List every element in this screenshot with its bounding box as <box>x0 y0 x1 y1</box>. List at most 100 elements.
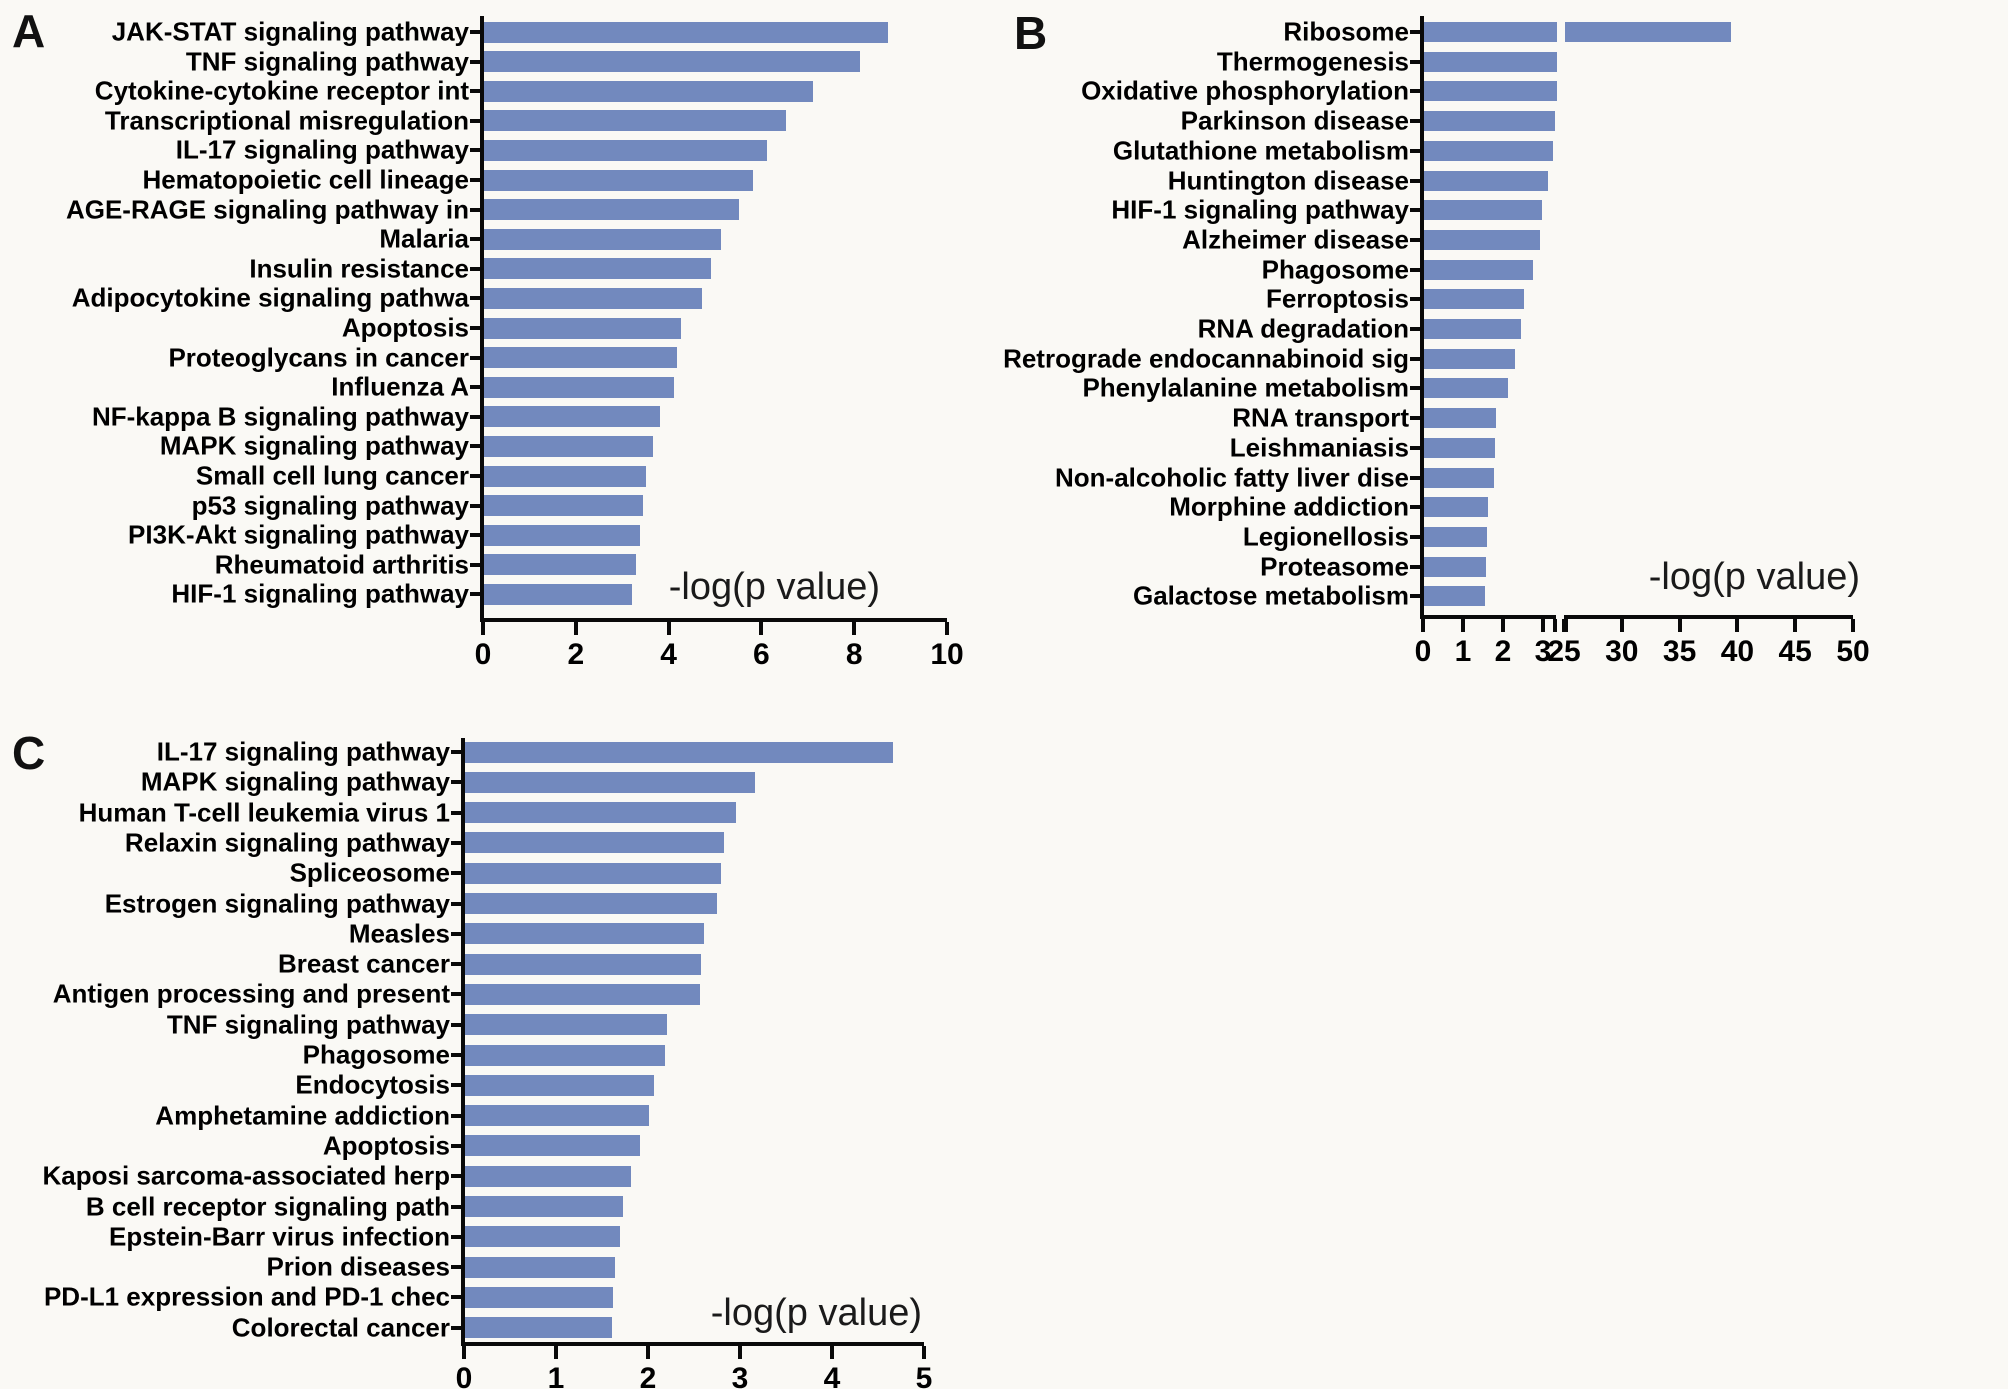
x-axis-tick-label: 2 <box>1494 635 1512 668</box>
y-axis-row-tick <box>1410 297 1421 302</box>
y-axis-row-tick <box>451 931 462 936</box>
x-axis-tick <box>462 1346 466 1359</box>
bar <box>484 80 814 102</box>
y-axis-row-tick <box>451 1234 462 1239</box>
category-label: Legionellosis <box>1242 521 1409 552</box>
x-axis-tick-label: 3 <box>731 1362 749 1389</box>
x-axis-tick <box>738 1346 742 1359</box>
bar <box>1424 22 1557 42</box>
category-label: RNA degradation <box>1197 313 1409 344</box>
category-label: Apoptosis <box>322 1130 450 1161</box>
category-label: IL-17 signaling pathway <box>156 736 450 767</box>
category-label: Galactose metabolism <box>1133 580 1409 611</box>
category-label: Huntington disease <box>1167 165 1409 195</box>
x-axis-tick-label: 2 <box>567 638 585 671</box>
bar <box>465 802 737 824</box>
y-axis-row-tick <box>451 1053 462 1057</box>
bar <box>484 347 677 369</box>
panel-a-xaxis-title: -log(p value) <box>668 566 880 608</box>
bar <box>465 1165 631 1187</box>
category-label: Cytokine-cytokine receptor int <box>94 75 469 106</box>
bar <box>1424 378 1508 399</box>
y-axis-row-tick <box>451 1174 462 1179</box>
bar <box>465 1196 624 1217</box>
category-label: Relaxin signaling pathway <box>124 827 450 858</box>
y-axis-row-tick <box>451 962 462 967</box>
bar <box>1424 497 1488 518</box>
category-label: Glutathione metabolism <box>1112 135 1409 166</box>
y-axis-row-tick <box>451 840 462 845</box>
category-label: Insulin resistance <box>249 253 469 284</box>
category-label: Ribosome <box>1283 16 1409 47</box>
x-axis-tick <box>1851 619 1855 632</box>
bar <box>465 923 705 945</box>
x-axis-segment-start-tick <box>1564 619 1568 632</box>
y-axis-row-tick <box>1410 564 1421 569</box>
y-axis-row-tick <box>451 1083 462 1088</box>
bar <box>1424 467 1495 488</box>
x-axis-line <box>1423 615 1556 619</box>
y-axis-row-tick <box>470 326 481 330</box>
category-label: Oxidative phosphorylation <box>1081 75 1409 106</box>
bar <box>1424 526 1487 547</box>
y-axis-row-tick <box>470 266 481 271</box>
bar <box>465 1074 654 1096</box>
x-axis-tick-label: 3 <box>1534 635 1552 668</box>
panel-a-letter: A <box>12 5 46 57</box>
y-axis-row-tick <box>451 1325 462 1330</box>
y-axis-row-tick <box>470 385 481 390</box>
y-axis-row-tick <box>470 207 481 212</box>
y-axis-row-tick <box>1410 267 1421 272</box>
category-label: Transcriptional misregulation <box>104 105 469 136</box>
y-axis-row-tick <box>451 1113 462 1118</box>
category-label: Malaria <box>379 223 469 254</box>
bar <box>484 465 647 487</box>
y-axis-row-tick <box>1410 356 1421 361</box>
bar <box>484 554 637 576</box>
x-axis-tick <box>554 1346 558 1359</box>
x-axis-tick-label: 10 <box>930 638 964 671</box>
bar <box>465 983 700 1005</box>
y-axis-row-tick <box>470 59 481 64</box>
category-label: Hematopoietic cell lineage <box>142 164 469 195</box>
y-axis-row-tick <box>1410 178 1421 183</box>
y-axis-row-tick <box>1410 416 1421 421</box>
x-axis-tick-label: 30 <box>1605 635 1639 668</box>
category-label: AGE-RAGE signaling pathway in <box>65 194 469 225</box>
category-label: B cell receptor signaling path <box>85 1191 450 1221</box>
x-axis-tick <box>830 1346 834 1359</box>
category-label: NF-kappa B signaling pathway <box>91 401 469 432</box>
category-label: Antigen processing and present <box>52 978 450 1009</box>
y-axis-row-tick <box>1410 445 1421 450</box>
category-label: Influenza A <box>331 371 469 402</box>
x-axis-tick-label: 35 <box>1662 635 1697 668</box>
bar <box>484 21 888 43</box>
bar <box>1424 408 1497 429</box>
category-label: Measles <box>348 918 450 949</box>
x-axis-line <box>483 618 947 622</box>
x-axis-tick-label: 25 <box>1547 635 1581 668</box>
category-label: JAK-STAT signaling pathway <box>111 16 469 47</box>
y-axis-row-tick <box>470 503 481 508</box>
bar <box>465 832 725 854</box>
bar <box>484 199 740 221</box>
y-axis-row-tick <box>1410 386 1421 391</box>
bar <box>1424 586 1486 607</box>
category-label: Spliceosome <box>289 857 450 888</box>
category-label: Breast cancer <box>278 948 450 979</box>
y-axis-row-tick <box>451 992 462 997</box>
x-axis-tick <box>1541 619 1545 632</box>
bar <box>484 524 640 546</box>
category-label: Thermogenesis <box>1216 46 1409 77</box>
x-axis-tick-label: 4 <box>823 1362 841 1389</box>
y-axis-row-tick <box>451 871 462 876</box>
x-axis-tick <box>481 622 485 635</box>
panel-b-xaxis-title: -log(p value) <box>1648 556 1860 598</box>
panel-c-xaxis-title: -log(p value) <box>710 1292 922 1334</box>
y-axis-row-tick <box>470 592 481 597</box>
category-label: Epstein-Barr virus infection <box>109 1221 450 1252</box>
x-axis-line <box>464 1342 924 1346</box>
x-axis-tick <box>1619 619 1624 632</box>
y-axis-row-tick <box>1410 594 1421 599</box>
category-label: Rheumatoid arthritis <box>214 549 469 580</box>
